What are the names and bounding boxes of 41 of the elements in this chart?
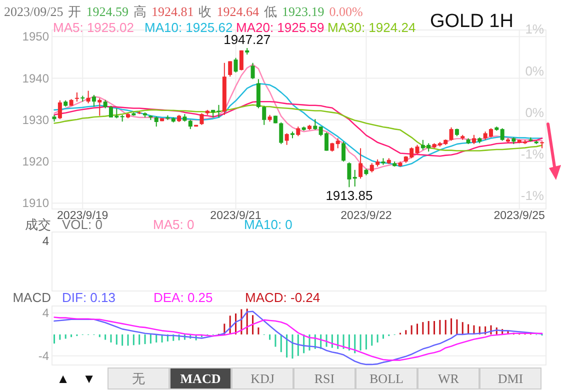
- text: 低: [264, 4, 277, 19]
- text: WR: [438, 371, 460, 386]
- text: 开: [68, 4, 82, 19]
- text: MA5: 1925.02: [53, 20, 134, 35]
- text: DMI: [498, 371, 524, 386]
- y-tick-label: 1930: [22, 112, 50, 127]
- text: MA5: 0: [153, 217, 194, 232]
- text: 1924.59: [86, 4, 128, 19]
- x-tick-label: 2023/9/22: [340, 210, 392, 222]
- annotation: 1913.85: [326, 188, 373, 204]
- y-tick-label: 1950: [22, 30, 50, 44]
- text: KDJ: [250, 371, 274, 386]
- text: MA30: 1924.24: [328, 20, 416, 35]
- text: 1924.64: [216, 4, 260, 19]
- x-tick-label: 2023/9/25: [494, 210, 545, 222]
- text: MA20: 1925.59: [236, 20, 324, 35]
- text: 1924.81: [151, 4, 194, 19]
- text: 1923.19: [282, 4, 324, 19]
- series-label: DEA: 0.25: [154, 290, 213, 305]
- text: ▲: [56, 371, 70, 386]
- annotation: 1947.27: [224, 32, 271, 48]
- series-label: DIF: 0.13: [62, 290, 116, 305]
- series-label: MACD: -0.24: [245, 290, 320, 305]
- chart-title: GOLD 1H: [430, 11, 514, 32]
- text: 无: [132, 371, 145, 386]
- text: 成交: [25, 217, 51, 232]
- y-axis-title: MACD: [12, 290, 51, 305]
- text: 0.00%: [329, 4, 363, 19]
- y-tick-label: 4: [42, 306, 50, 320]
- y-tick-label: 1920: [22, 154, 50, 169]
- text: 高: [133, 4, 146, 19]
- y-tick-label: 1940: [22, 71, 50, 86]
- text: 收: [198, 4, 212, 19]
- text: MACD: [180, 371, 221, 386]
- text: BOLL: [370, 371, 404, 386]
- text: ▼: [82, 371, 96, 386]
- text: 2023/09/25: [4, 4, 64, 19]
- y-tick-label: 1910: [22, 196, 50, 210]
- text: MA10: 1925.62: [144, 20, 233, 35]
- text: RSI: [314, 371, 335, 386]
- y-tick-label: -4: [38, 348, 50, 363]
